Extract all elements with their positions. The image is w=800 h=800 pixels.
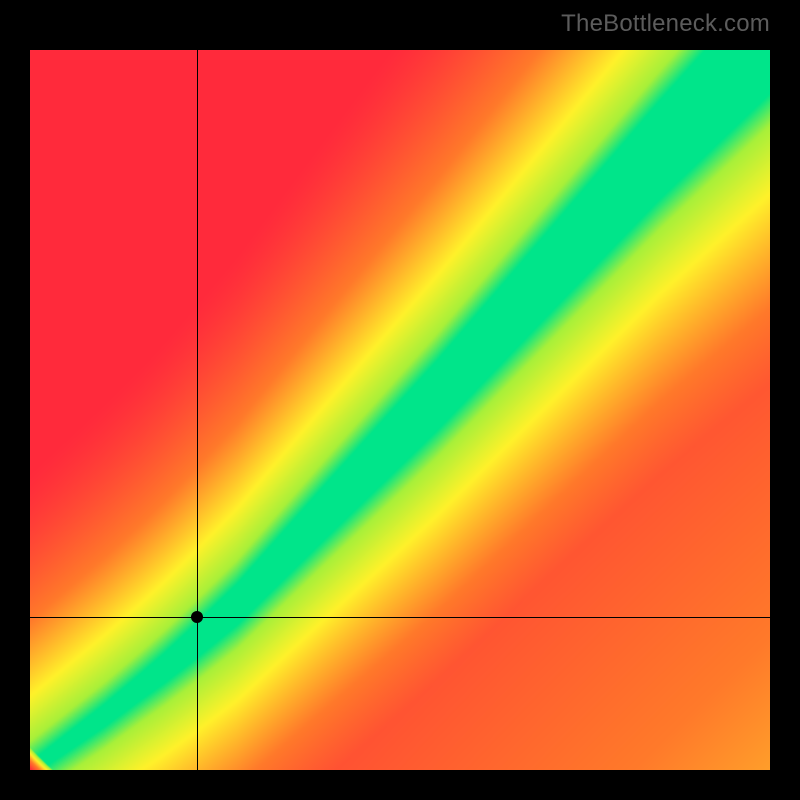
plot-area: [30, 50, 770, 770]
chart-outer: TheBottleneck.com: [0, 0, 800, 800]
watermark-text: TheBottleneck.com: [561, 10, 770, 38]
heatmap-canvas: [30, 50, 770, 770]
